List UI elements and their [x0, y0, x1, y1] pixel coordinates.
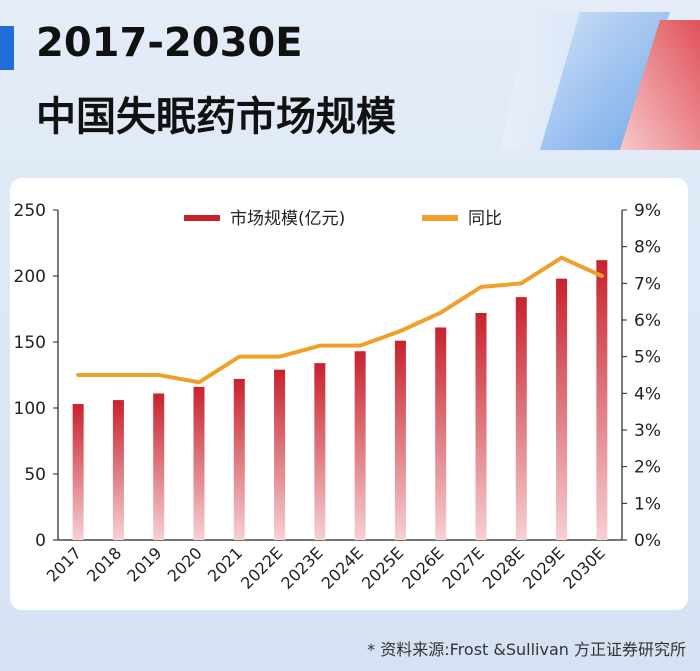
y-right-tick-label: 3% [634, 421, 661, 441]
growth-point [158, 374, 160, 376]
decorative-shapes [500, 12, 700, 150]
bar [394, 340, 406, 540]
bar-series [72, 260, 608, 540]
legend-line-swatch [422, 215, 458, 221]
line-series [76, 255, 604, 385]
bar [596, 260, 608, 540]
y-left-tick-label: 50 [24, 465, 46, 485]
y-right-tick-label: 5% [634, 348, 661, 368]
growth-point [117, 374, 119, 376]
legend-line-label: 同比 [468, 209, 502, 229]
growth-point [238, 356, 240, 358]
growth-point [440, 312, 442, 314]
growth-point [359, 345, 361, 347]
y-right-tick-label: 4% [634, 384, 661, 404]
growth-point [520, 282, 522, 284]
growth-point [319, 345, 321, 347]
y-left-tick-label: 100 [14, 399, 46, 419]
growth-point [480, 286, 482, 288]
y-right-tick-label: 6% [634, 311, 661, 331]
x-tick-label: 2030E [559, 543, 608, 592]
bar [274, 369, 286, 540]
y-right-tick-label: 9% [634, 201, 661, 221]
x-tick-label: 2019 [123, 543, 165, 585]
x-tick-label: 2027E [438, 543, 487, 592]
y-left-tick-label: 200 [14, 267, 46, 287]
x-tick-label: 2018 [83, 543, 125, 585]
axes: 0 50 100 150 200 250 0% 1% 2% 3% 4% 5% 6% 7% 8% 9% [14, 201, 661, 551]
x-tick-label: 2026E [398, 543, 447, 592]
bar [475, 312, 487, 540]
source-note: * 资料来源:Frost &Sullivan 方正证券研究所 [367, 640, 686, 659]
title-accent-bar [0, 26, 14, 70]
legend-bar-label: 市场规模(亿元) [230, 209, 345, 229]
page-title-years: 2017-2030E [36, 20, 303, 66]
x-tick-label: 2028E [479, 543, 528, 592]
growth-line [76, 255, 604, 385]
legend: 市场规模(亿元) 同比 [184, 209, 502, 229]
header: 2017-2030E 中国失眠药市场规模 [0, 0, 700, 165]
x-tick-label: 2023E [277, 543, 326, 592]
chart: 0 50 100 150 200 250 0% 1% 2% 3% 4% 5% 6% 7% 8% 9% 市场规模… [14, 201, 661, 593]
y-right-tick-label: 2% [634, 458, 661, 478]
y-right-tick-label: 1% [634, 494, 661, 514]
legend-bar-swatch [184, 215, 220, 221]
bar [515, 297, 527, 540]
growth-point [279, 356, 281, 358]
bar [435, 327, 447, 540]
y-left-tick-label: 250 [14, 201, 46, 221]
bar [314, 363, 326, 540]
growth-point [198, 381, 200, 383]
x-tick-label: 2024E [318, 543, 367, 592]
bar [556, 278, 568, 540]
x-tick-label: 2029E [519, 543, 568, 592]
y-right-tick-label: 8% [634, 238, 661, 258]
growth-point [77, 374, 79, 376]
y-right-tick-label: 7% [634, 274, 661, 294]
growth-point [561, 257, 563, 259]
x-tick-label: 2017 [43, 543, 85, 585]
y-left-tick-label: 150 [14, 333, 46, 353]
growth-point [601, 275, 603, 277]
x-tick-labels: 201720182019202020212022E2023E2024E2025E… [43, 543, 609, 592]
bar [72, 404, 84, 540]
x-tick-label: 2022E [237, 543, 286, 592]
growth-point [399, 330, 401, 332]
bar [354, 351, 366, 540]
y-left-tick-label: 0 [35, 531, 46, 551]
page-title: 中国失眠药市场规模 [36, 94, 396, 140]
bar [153, 393, 165, 540]
x-tick-label: 2020 [164, 543, 206, 585]
bar [112, 400, 124, 540]
bar [233, 378, 245, 540]
x-tick-label: 2025E [358, 543, 407, 592]
bar [193, 386, 205, 540]
chart-card: 0 50 100 150 200 250 0% 1% 2% 3% 4% 5% 6% 7% 8% 9% 市场规模… [10, 178, 688, 610]
y-right-tick-label: 0% [634, 531, 661, 551]
